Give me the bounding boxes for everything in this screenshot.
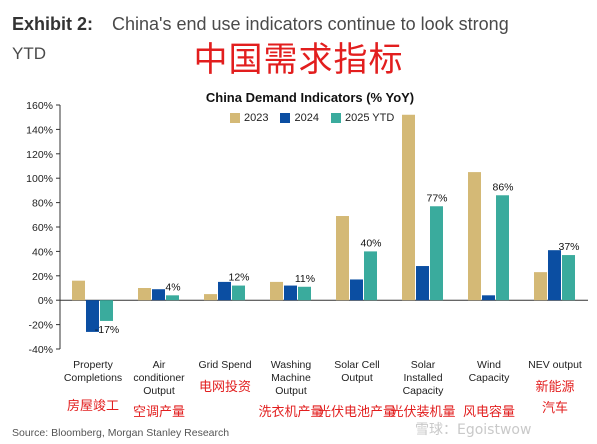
bar-2023 — [270, 281, 283, 301]
category-label: Grid Spend — [198, 359, 251, 371]
category-label: conditioner — [133, 372, 185, 384]
category-label: Machine — [271, 372, 311, 384]
bar-2025-ytd — [364, 251, 377, 301]
category-label: Washing — [271, 359, 312, 371]
category-label-chinese: 房屋竣工 — [67, 398, 119, 414]
category-label-chinese: 空调产量 — [133, 405, 185, 420]
bar-2025-ytd — [232, 285, 245, 301]
legend-swatch-2024 — [280, 113, 291, 123]
data-label-2025-ytd: 40% — [360, 237, 381, 249]
chart-legend: 2023 2024 2025 YTD — [230, 112, 394, 124]
category-label-chinese: 光伏电池产量 — [318, 405, 396, 420]
category-label: Capacity — [403, 385, 445, 397]
y-tick-label: 160% — [26, 100, 53, 112]
category-label: Output — [341, 372, 373, 384]
category-label-chinese: 洗衣机产量 — [258, 404, 323, 420]
data-label-2025-ytd: 37% — [558, 241, 579, 253]
category-label: Solar — [411, 359, 436, 371]
category-label: Output — [143, 385, 175, 397]
category-label: Property — [73, 359, 113, 371]
legend-item-2024: 2024 — [280, 112, 319, 124]
exhibit-title: China's end use indicators continue to l… — [112, 14, 509, 34]
legend-label-2025-ytd: 2025 YTD — [344, 112, 395, 124]
category-label: Air — [153, 359, 166, 371]
category-label-chinese: 光伏装机量 — [390, 405, 455, 420]
bar-2023 — [534, 272, 547, 301]
y-tick-label: 60% — [32, 222, 53, 234]
bar-2025-ytd — [496, 195, 509, 301]
chart-title: China Demand Indicators (% YoY) — [205, 90, 415, 105]
legend-swatch-2025-ytd — [330, 113, 341, 123]
category-label: Installed — [403, 372, 442, 384]
data-label-2025-ytd: 11% — [295, 273, 315, 285]
category-label: Solar Cell — [334, 359, 380, 371]
legend-item-2025-ytd: 2025 YTD — [330, 112, 395, 124]
bar-2024 — [350, 279, 363, 301]
y-tick-label: -20% — [28, 320, 53, 332]
category-label-chinese: 新能源 — [535, 379, 574, 395]
exhibit-title-continued: YTD — [12, 44, 46, 63]
exhibit-header: Exhibit 2: China's end use indicators co… — [12, 12, 587, 36]
bar-2023 — [402, 114, 415, 301]
bar-2024 — [86, 300, 99, 332]
y-tick-label: -40% — [28, 344, 53, 356]
y-tick-label: 40% — [32, 246, 53, 258]
category-label-chinese: 电网投资 — [199, 379, 251, 395]
bar-2023 — [72, 280, 85, 301]
bar-2025-ytd — [562, 255, 575, 301]
data-label-2025-ytd: 12% — [228, 272, 249, 284]
watermark: 雪球：Egoistwow — [415, 422, 532, 438]
bar-2025-ytd — [430, 206, 443, 301]
source-note: Source: Bloomberg, Morgan Stanley Resear… — [12, 427, 230, 439]
bar-2025-ytd — [166, 295, 179, 301]
bar-2023 — [468, 172, 481, 301]
data-label-2025-ytd: 77% — [426, 192, 447, 204]
legend-swatch-2023 — [230, 113, 240, 123]
bar-2023 — [204, 294, 217, 301]
data-label-2025-ytd: 4% — [165, 281, 180, 293]
category-label: Completions — [64, 372, 122, 384]
y-tick-label: 20% — [32, 271, 53, 283]
legend-label-2024: 2024 — [294, 112, 319, 124]
bar-2025-ytd — [100, 300, 113, 321]
bar-2025-ytd — [298, 286, 311, 301]
legend-item-2023: 2023 — [230, 112, 268, 124]
category-label: Output — [275, 385, 307, 397]
bar-2024 — [416, 266, 429, 301]
overlay-chinese-title: 中国需求指标 — [193, 40, 404, 80]
bar-2024 — [548, 250, 561, 301]
y-tick-label: 120% — [26, 149, 53, 161]
legend-label-2023: 2023 — [244, 112, 269, 124]
data-label-2025-ytd: 86% — [492, 181, 513, 193]
y-tick-label: 0% — [38, 295, 53, 307]
category-label: Wind — [477, 359, 501, 371]
category-label-chinese: 风电容量 — [463, 404, 515, 420]
y-tick-label: 140% — [26, 124, 53, 136]
y-tick-label: 100% — [26, 173, 53, 185]
exhibit-label: Exhibit 2: — [12, 14, 94, 34]
category-label-chinese: 汽车 — [542, 400, 568, 416]
bar-2023 — [138, 288, 151, 301]
y-tick-label: 80% — [32, 198, 53, 210]
data-label-2025-ytd: -17% — [95, 324, 120, 336]
bar-2024 — [152, 289, 165, 301]
bar-2024 — [218, 281, 231, 301]
bar-2023 — [336, 216, 349, 301]
category-label: NEV output — [528, 359, 582, 371]
bar-2024 — [284, 285, 297, 301]
bar-2024 — [482, 295, 495, 301]
category-label: Capacity — [469, 372, 511, 384]
